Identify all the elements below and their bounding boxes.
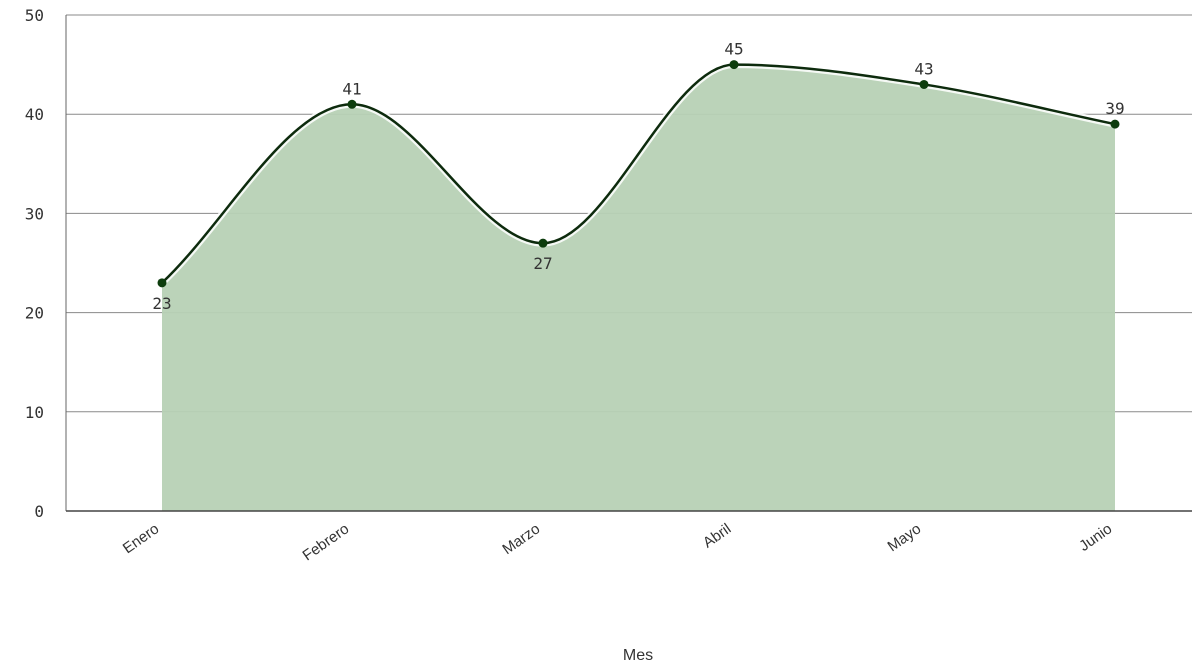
area-fill [162, 64, 1115, 511]
data-label: 45 [724, 40, 743, 59]
data-point [538, 238, 548, 248]
area-layer [158, 61, 1119, 511]
y-tick-label: 10 [25, 403, 44, 422]
x-tick-label: Enero [120, 520, 163, 557]
data-point [1110, 119, 1120, 129]
axes [65, 15, 1192, 512]
y-tick-label: 40 [25, 105, 44, 124]
x-tick-label: Mayo [884, 520, 924, 555]
y-tick-label: 20 [25, 304, 44, 323]
y-tick-label: 30 [25, 204, 44, 223]
data-point [729, 60, 739, 70]
data-label: 27 [533, 254, 552, 273]
data-markers [157, 60, 1120, 288]
data-point [347, 99, 357, 109]
y-tick-label: 50 [25, 6, 44, 25]
data-label: 41 [342, 79, 361, 98]
data-point [919, 79, 929, 89]
data-label: 43 [914, 59, 933, 78]
x-tick-label: Abril [700, 520, 734, 551]
x-tick-label: Marzo [499, 520, 543, 558]
x-axis-label: Mes [623, 647, 653, 662]
y-tick-labels: 0 10 20 30 40 50 [25, 6, 44, 521]
x-tick-label: Junio [1076, 520, 1115, 554]
data-label: 39 [1105, 99, 1124, 118]
data-label: 23 [152, 294, 171, 313]
y-tick-label: 0 [34, 502, 44, 521]
data-labels: 23 41 27 45 43 39 [152, 40, 1124, 313]
data-point [157, 278, 167, 288]
x-tick-labels: Enero Febrero Marzo Abril Mayo Junio [120, 520, 1116, 564]
x-tick-label: Febrero [300, 520, 353, 564]
